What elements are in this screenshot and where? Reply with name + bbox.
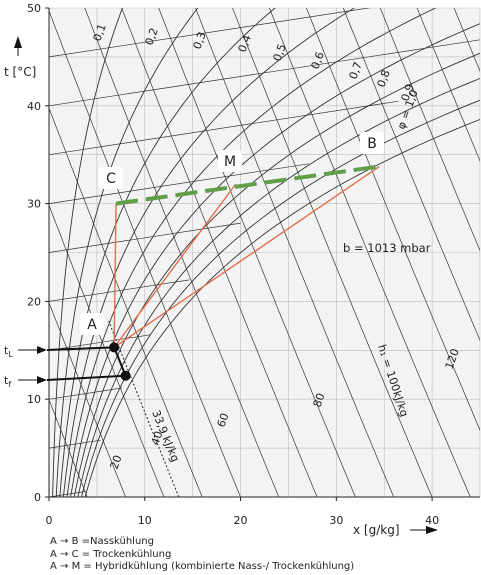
legend-trockenkuehlung: A → C = Trockenkühlung bbox=[50, 548, 172, 560]
enthalpy-line bbox=[49, 107, 203, 497]
x-axis-arrow bbox=[426, 526, 438, 534]
enthalpy-label: 80 bbox=[311, 391, 328, 409]
enthalpy-highlight-line bbox=[108, 320, 180, 497]
isotherm-line bbox=[49, 439, 101, 449]
humidity-label: 0,7 bbox=[347, 60, 365, 81]
point-label-halo bbox=[99, 167, 123, 189]
isotherm-line bbox=[49, 279, 190, 302]
isotherm-line bbox=[49, 39, 480, 107]
state-connector bbox=[46, 374, 126, 381]
y-tick-label: 30 bbox=[27, 198, 41, 211]
humidity-curve bbox=[84, 118, 480, 497]
process-line-A-B bbox=[113, 165, 380, 348]
x-tick-label: 0 bbox=[46, 514, 53, 527]
enthalpy-label: 20 bbox=[108, 453, 125, 471]
humidity-curve bbox=[77, 77, 480, 497]
humidity-label: 0,6 bbox=[309, 50, 327, 71]
enthalpy-line bbox=[158, 8, 356, 497]
humidity-curve bbox=[62, 8, 356, 497]
humidity-curve bbox=[52, 8, 123, 497]
humidity-curve bbox=[81, 99, 480, 497]
isotherm-line bbox=[49, 8, 371, 58]
process-line-A-M bbox=[113, 183, 237, 348]
humidity-label: 0,2 bbox=[143, 26, 161, 47]
state-arrow-head bbox=[37, 376, 47, 384]
enthalpy-line bbox=[49, 398, 88, 497]
legend-nasskuehlung: A → B =Nasskühlung bbox=[50, 536, 154, 547]
humidity-curve bbox=[70, 23, 480, 497]
y-axis-label: t [°C] bbox=[4, 65, 36, 79]
y-tick-label: 10 bbox=[27, 393, 41, 406]
enthalpy-line bbox=[232, 8, 433, 497]
enthalpy-line bbox=[49, 204, 165, 497]
humidity-curve bbox=[73, 52, 480, 497]
enthalpy-line bbox=[379, 8, 480, 252]
humidity-curve bbox=[66, 8, 437, 497]
state-connector bbox=[46, 346, 115, 351]
humidity-curve bbox=[59, 8, 276, 497]
point-label-M: M bbox=[224, 154, 236, 170]
humidity-label: 0,8 bbox=[375, 68, 393, 89]
y-axis-arrow bbox=[14, 36, 22, 48]
enthalpy-line bbox=[84, 8, 280, 497]
state-label-subscript: L bbox=[8, 350, 13, 359]
point-label-B: B bbox=[367, 136, 377, 152]
state-arrow-head bbox=[37, 346, 47, 354]
y-tick-label: 20 bbox=[27, 295, 41, 308]
isotherm-line bbox=[49, 334, 151, 351]
enthalpy-line bbox=[121, 8, 318, 497]
point-label-halo bbox=[218, 150, 242, 172]
enthalpy-label: 60 bbox=[215, 411, 232, 429]
point-label-halo bbox=[360, 132, 384, 154]
x-tick-label: 30 bbox=[329, 514, 343, 527]
state-label-subscript: f bbox=[8, 380, 11, 389]
enthalpy-line bbox=[49, 301, 126, 497]
enthalpy-line bbox=[49, 9, 241, 497]
x-axis-label: x [g/kg] bbox=[353, 523, 400, 537]
process-legend: A → B =Nasskühlung A → C = Trockenkühlun… bbox=[50, 536, 354, 574]
enthalpy-line bbox=[306, 8, 480, 432]
x-tick-label: 40 bbox=[425, 514, 439, 527]
humidity-curve bbox=[55, 8, 199, 497]
pressure-label: b = 1013 mbar bbox=[343, 241, 431, 255]
isotherm-line bbox=[49, 387, 123, 400]
state-label: tf bbox=[4, 374, 11, 389]
point-label-A: A bbox=[87, 317, 97, 333]
humidity-label: 0,1 bbox=[91, 22, 109, 43]
state-label: tL bbox=[4, 344, 13, 359]
humidity-label: 0,5 bbox=[271, 42, 289, 63]
mixing-line bbox=[115, 164, 380, 206]
enthalpy-line bbox=[416, 8, 480, 162]
state-link bbox=[113, 346, 127, 377]
isotherm-line bbox=[49, 8, 52, 9]
isotherm-line bbox=[49, 491, 86, 497]
y-tick-label: 0 bbox=[34, 491, 41, 504]
x-tick-label: 20 bbox=[234, 514, 248, 527]
isotherm-line bbox=[49, 100, 399, 156]
humidity-label: 0,9 bbox=[399, 82, 417, 103]
x-tick-label: 10 bbox=[138, 514, 152, 527]
process-line-A-C bbox=[113, 203, 117, 348]
y-tick-label: 40 bbox=[27, 100, 41, 113]
enthalpy-line bbox=[342, 8, 480, 342]
point-label-halo bbox=[80, 313, 104, 335]
point-label-C: C bbox=[106, 171, 116, 187]
legend-hybridkuehlung: A → M = Hybridkühlung (kombinierte Nass-… bbox=[50, 561, 355, 572]
enthalpy-label: 40 bbox=[149, 429, 166, 447]
isotherm-line bbox=[49, 222, 241, 253]
enthalpy-line bbox=[269, 8, 471, 497]
isotherm-line bbox=[49, 163, 309, 204]
enthalpy-line bbox=[195, 8, 395, 497]
humidity-label: 0,4 bbox=[236, 33, 254, 54]
humidity-label: 0,3 bbox=[191, 30, 209, 51]
y-tick-label: 50 bbox=[27, 2, 41, 15]
